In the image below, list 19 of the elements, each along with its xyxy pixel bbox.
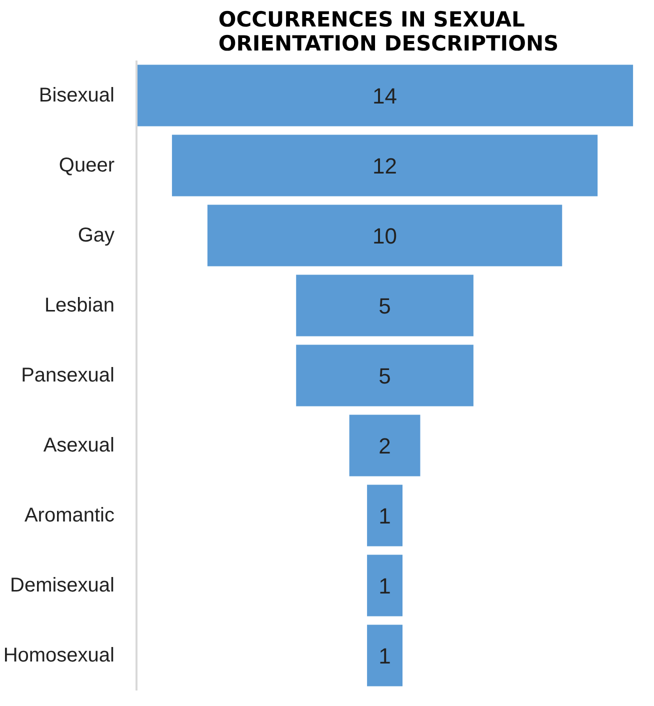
category-label: Aromantic bbox=[24, 504, 114, 526]
category-label: Homosexual bbox=[3, 644, 115, 666]
category-label: Demisexual bbox=[10, 574, 114, 596]
category-label: Asexual bbox=[43, 434, 115, 456]
category-label: Pansexual bbox=[21, 364, 115, 386]
data-label: 14 bbox=[372, 84, 398, 108]
data-label: 5 bbox=[378, 294, 391, 318]
category-label: Gay bbox=[78, 224, 115, 246]
data-label: 12 bbox=[372, 154, 398, 178]
data-label: 10 bbox=[372, 224, 398, 248]
data-label: 5 bbox=[378, 364, 391, 388]
data-label: 1 bbox=[378, 504, 391, 528]
text: OCCURRENCES IN SEXUAL ORIENTATION DESCRIPTIONS bbox=[218, 8, 559, 56]
category-label: Lesbian bbox=[44, 294, 115, 316]
category-label: Queer bbox=[58, 154, 115, 176]
data-label: 2 bbox=[378, 434, 391, 458]
data-label: 1 bbox=[378, 644, 391, 668]
data-label: 1 bbox=[378, 574, 391, 598]
category-label: Bisexual bbox=[38, 84, 115, 106]
